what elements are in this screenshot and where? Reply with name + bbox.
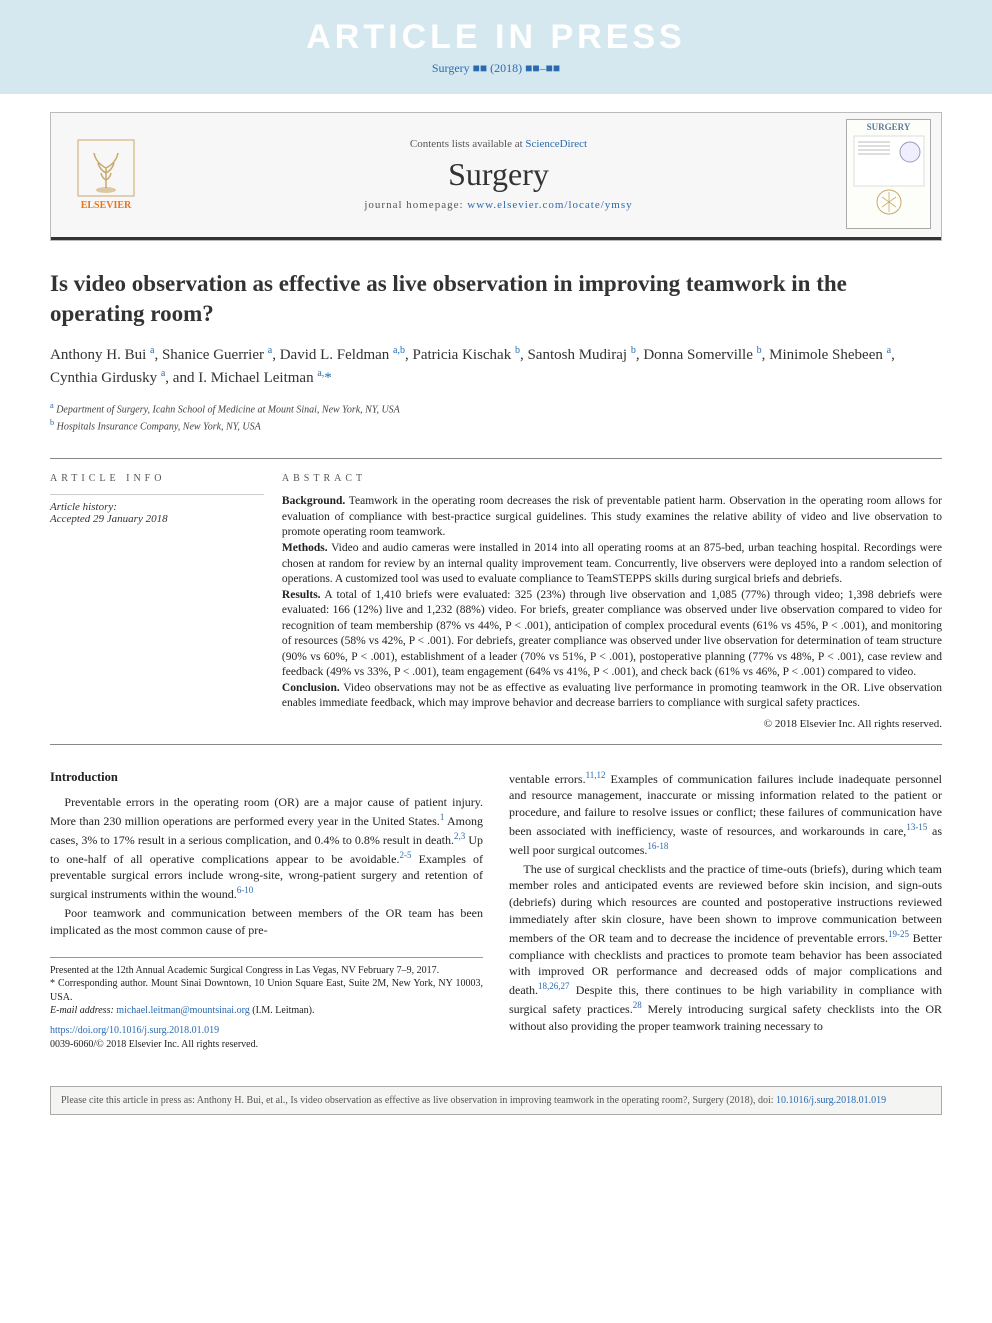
banner-citation: Surgery ■■ (2018) ■■–■■ <box>0 61 992 76</box>
info-abstract-row: ARTICLE INFO Article history: Accepted 2… <box>50 458 942 744</box>
presented-note: Presented at the 12th Annual Academic Su… <box>50 964 483 978</box>
contents-line: Contents lists available at ScienceDirec… <box>151 138 846 150</box>
affiliation-b: b Hospitals Insurance Company, New York,… <box>50 417 942 434</box>
contents-prefix: Contents lists available at <box>410 138 525 150</box>
methods-text: Video and audio cameras were installed i… <box>282 542 942 585</box>
background-label: Background. <box>282 495 345 507</box>
cite-doi-link[interactable]: 10.1016/j.surg.2018.01.019 <box>776 1095 886 1106</box>
affiliations: a Department of Surgery, Icahn School of… <box>50 400 942 435</box>
copyright-line: © 2018 Elsevier Inc. All rights reserved… <box>282 718 942 730</box>
homepage-prefix: journal homepage: <box>364 199 467 211</box>
citation-box: Please cite this article in press as: An… <box>50 1086 942 1115</box>
page-content: ELSEVIER Contents lists available at Sci… <box>0 94 992 1072</box>
abstract: ABSTRACT Background. Teamwork in the ope… <box>282 473 942 729</box>
affiliation-a: a Department of Surgery, Icahn School of… <box>50 400 942 417</box>
results-text: A total of 1,410 briefs were evaluated: … <box>282 589 942 679</box>
conclusion-text: Video observations may not be as effecti… <box>282 682 942 710</box>
email-link[interactable]: michael.leitman@mountsinai.org <box>116 1005 249 1016</box>
article-info: ARTICLE INFO Article history: Accepted 2… <box>50 473 282 729</box>
article-title: Is video observation as effective as liv… <box>50 269 942 329</box>
header-rule <box>51 237 941 240</box>
article-history: Article history: Accepted 29 January 201… <box>50 494 264 525</box>
journal-name: Surgery <box>151 156 846 193</box>
body-col-left: Introduction Preventable errors in the o… <box>50 769 483 1052</box>
results-label: Results. <box>282 589 321 601</box>
doi-link[interactable]: https://doi.org/10.1016/j.surg.2018.01.0… <box>50 1025 219 1036</box>
conclusion-label: Conclusion. <box>282 682 340 694</box>
body-p3: ventable errors.11,12 Examples of commun… <box>509 769 942 859</box>
methods-label: Methods. <box>282 542 328 554</box>
elsevier-tree-icon <box>76 138 136 198</box>
issn-line: 0039-6060/© 2018 Elsevier Inc. All right… <box>50 1039 258 1050</box>
intro-heading: Introduction <box>50 769 483 787</box>
cover-thumbnail-icon <box>850 132 928 222</box>
cite-text: Please cite this article in press as: An… <box>61 1095 776 1106</box>
authors-list: Anthony H. Bui a, Shanice Guerrier a, Da… <box>50 343 942 390</box>
corresponding-note: * Corresponding author. Mount Sinai Down… <box>50 977 483 1004</box>
body-columns: Introduction Preventable errors in the o… <box>50 769 942 1052</box>
homepage-line: journal homepage: www.elsevier.com/locat… <box>151 199 846 211</box>
journal-cover: SURGERY <box>846 119 931 229</box>
in-press-banner: ARTICLE IN PRESS Surgery ■■ (2018) ■■–■■ <box>0 0 992 94</box>
cover-title: SURGERY <box>867 122 911 132</box>
homepage-link[interactable]: www.elsevier.com/locate/ymsy <box>467 199 632 211</box>
email-note: E-mail address: michael.leitman@mountsin… <box>50 1004 483 1018</box>
body-p4: The use of surgical checklists and the p… <box>509 861 942 1035</box>
publisher-logo: ELSEVIER <box>61 129 151 219</box>
intro-p1: Preventable errors in the operating room… <box>50 794 483 903</box>
footnotes: Presented at the 12th Annual Academic Su… <box>50 957 483 1018</box>
info-heading: ARTICLE INFO <box>50 473 264 484</box>
journal-header: ELSEVIER Contents lists available at Sci… <box>50 112 942 241</box>
email-label: E-mail address: <box>50 1005 116 1016</box>
body-col-right: ventable errors.11,12 Examples of commun… <box>509 769 942 1052</box>
background-text: Teamwork in the operating room decreases… <box>282 495 942 538</box>
history-label: Article history: <box>50 501 117 513</box>
email-person: (I.M. Leitman). <box>250 1005 315 1016</box>
intro-p2: Poor teamwork and communication between … <box>50 905 483 939</box>
banner-title: ARTICLE IN PRESS <box>0 18 992 57</box>
accepted-date: Accepted 29 January 2018 <box>50 513 168 525</box>
abstract-body: Background. Teamwork in the operating ro… <box>282 494 942 711</box>
sciencedirect-link[interactable]: ScienceDirect <box>525 138 587 150</box>
doi-block: https://doi.org/10.1016/j.surg.2018.01.0… <box>50 1024 483 1052</box>
publisher-name: ELSEVIER <box>81 200 132 211</box>
abstract-heading: ABSTRACT <box>282 473 942 484</box>
